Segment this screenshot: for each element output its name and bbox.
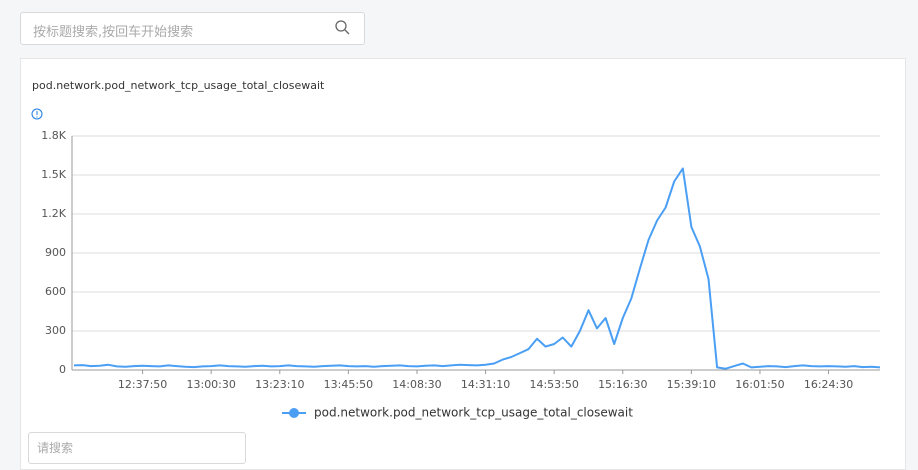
y-tick-label: 300: [45, 324, 66, 337]
filter-placeholder: 请搜索: [37, 441, 74, 455]
page: {"search_placeholder": "按标题搜索,按回车开始搜索", …: [20, 12, 906, 470]
x-tick-label: 14:53:50: [529, 378, 578, 391]
chart-title: pod.network.pod_network_tcp_usage_total_…: [32, 79, 325, 92]
filter-box[interactable]: 请搜索: [28, 432, 246, 464]
chart-card: [20, 58, 906, 470]
info-icon[interactable]: [31, 108, 43, 120]
search-icon[interactable]: [335, 20, 350, 35]
x-tick-label: 13:00:30: [186, 378, 235, 391]
x-tick-label: 14:08:30: [392, 378, 441, 391]
search-box[interactable]: 按标题搜索,按回车开始搜索: [20, 12, 365, 45]
y-tick-label: 900: [45, 246, 66, 259]
x-tick-label: 13:23:10: [255, 378, 304, 391]
y-tick-label: 1.2K: [41, 207, 66, 220]
y-tick-label: 0: [59, 363, 66, 376]
x-tick-label: 16:01:50: [735, 378, 784, 391]
legend-marker: [289, 408, 299, 418]
series-line: [73, 167, 881, 370]
x-tick-label: 15:16:30: [598, 378, 647, 391]
search-placeholder: 按标题搜索,按回车开始搜索: [33, 25, 194, 40]
legend-label[interactable]: pod.network.pod_network_tcp_usage_total_…: [314, 406, 633, 420]
y-tick-label: 600: [45, 285, 66, 298]
y-tick-label: 1.8K: [41, 129, 66, 142]
x-tick-label: 12:37:50: [118, 378, 167, 391]
x-tick-label: 13:45:50: [324, 378, 373, 391]
x-tick-label: 14:31:10: [461, 378, 510, 391]
chart: pod.network.pod_network_tcp_usage_total_…: [31, 20, 881, 420]
x-tick-label: 16:24:30: [804, 378, 853, 391]
x-tick-label: 15:39:10: [667, 378, 716, 391]
y-tick-label: 1.5K: [41, 168, 66, 181]
